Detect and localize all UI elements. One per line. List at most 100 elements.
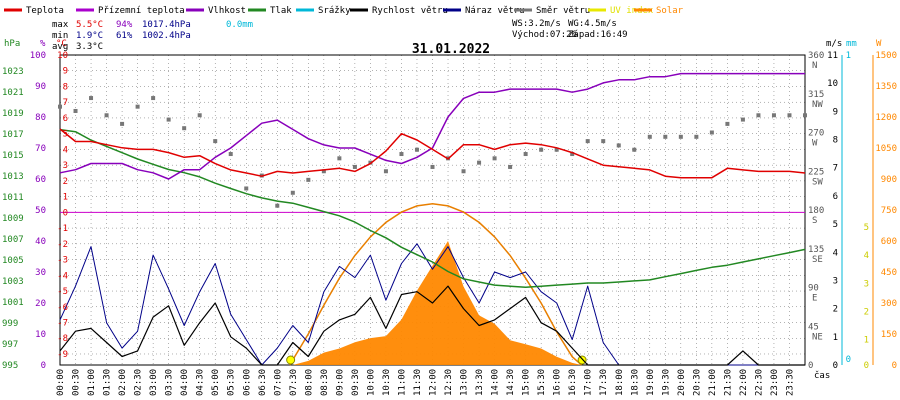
temperature-tick: -8: [57, 334, 68, 344]
time-tick: 18:30: [630, 369, 640, 396]
legend-label: Rychlost větru: [372, 6, 448, 16]
wind-direction-point: [399, 152, 404, 157]
direction-tick: 135: [808, 245, 824, 255]
wind-tick: 5: [833, 220, 838, 230]
solar-tick: 150: [881, 330, 897, 340]
stat-avg-label: avg: [52, 42, 68, 52]
temperature-tick: 8: [63, 82, 68, 92]
temperature-tick: -9: [57, 350, 68, 360]
wind-direction-point: [570, 152, 575, 157]
stat-max-press: 1017.4hPa: [142, 20, 191, 30]
pressure-line: [59, 128, 806, 288]
wind-direction-point: [213, 139, 218, 144]
temperature-tick: 5: [63, 130, 68, 140]
time-tick: 06:30: [258, 369, 268, 396]
direction-tick-label: SW: [812, 177, 823, 187]
time-tick: 21:00: [708, 369, 718, 396]
temperature-tick: -3: [57, 256, 68, 266]
wind-direction-point: [647, 134, 652, 139]
time-tick: 07:00: [273, 369, 283, 396]
pressure-tick: 1013: [2, 172, 24, 182]
uv-tick: 0: [864, 361, 869, 371]
time-tick: 00:30: [72, 369, 82, 396]
uv-tick: 1: [864, 336, 869, 346]
wind-tick: 8: [833, 136, 838, 146]
humidity-tick: 0: [41, 361, 46, 371]
stat-max-rain: 0.0mm: [226, 20, 253, 30]
solar-area: [292, 241, 582, 365]
time-tick: 20:30: [692, 369, 702, 396]
direction-tick: 270: [808, 129, 824, 139]
solar-tick: 1200: [875, 113, 897, 123]
wind-direction-point: [104, 113, 109, 118]
time-tick: 19:00: [646, 369, 656, 396]
temperature-tick: 4: [63, 145, 68, 155]
wind-direction-point: [89, 96, 94, 101]
wind-direction-point: [756, 113, 761, 118]
direction-tick: 45: [808, 322, 819, 332]
wind-direction-point: [120, 121, 125, 126]
stat-min-label: min: [52, 31, 68, 41]
wind-direction-point: [523, 152, 528, 157]
wind-direction-point: [632, 147, 637, 152]
time-tick: 02:00: [118, 369, 128, 396]
pressure-unit: hPa: [4, 39, 20, 49]
humidity-tick: 100: [30, 51, 46, 61]
pressure-tick: 1011: [2, 193, 24, 203]
wind-direction-point: [197, 113, 202, 118]
time-tick: 00:00: [56, 369, 66, 396]
direction-tick-label: N: [812, 61, 817, 71]
time-tick: 16:00: [553, 369, 563, 396]
time-tick: 05:00: [211, 369, 221, 396]
direction-tick-label: E: [812, 294, 817, 304]
direction-tick-label: NW: [812, 100, 823, 110]
wind-direction-point: [585, 139, 590, 144]
wind-direction-point: [461, 169, 466, 174]
pressure-tick: 1019: [2, 109, 24, 119]
wind-direction-point: [430, 164, 435, 169]
info-sunset: Západ:16:49: [568, 30, 628, 40]
legend-label: Směr větru: [536, 6, 590, 16]
solar-layer: [286, 203, 587, 366]
legend-label: UV index: [610, 6, 654, 16]
solar-tick: 300: [881, 299, 897, 309]
pressure-tick: 995: [2, 361, 18, 371]
humidity-tick: 50: [35, 206, 46, 216]
solar-theoretical-line: [289, 203, 582, 366]
uv-tick: 5: [864, 223, 869, 233]
direction-tick: 360: [808, 51, 824, 61]
humidity-tick: 10: [35, 330, 46, 340]
time-tick: 05:30: [227, 369, 237, 396]
time-tick: 17:00: [584, 369, 594, 396]
stat-min-temp: 1.9°C: [76, 31, 103, 41]
wind-direction-point: [321, 169, 326, 174]
solar-tick: 1050: [875, 144, 897, 154]
time-tick: 09:00: [335, 369, 345, 396]
humidity-tick: 80: [35, 113, 46, 123]
wind-direction-point: [740, 117, 745, 122]
info-wg: WG:4.5m/s: [568, 19, 617, 29]
wind-tick: 1: [833, 333, 838, 343]
wind-direction-point: [151, 96, 156, 101]
humidity-tick: 30: [35, 268, 46, 278]
time-tick: 04:00: [180, 369, 190, 396]
humidity-tick: 20: [35, 299, 46, 309]
wind-direction-point: [601, 139, 606, 144]
time-tick: 23:00: [770, 369, 780, 396]
wind-direction-point: [616, 143, 621, 148]
legend-label: Vlhkost: [208, 6, 246, 16]
direction-tick: 90: [808, 284, 819, 294]
pressure-tick: 997: [2, 340, 18, 350]
direction-tick: 0: [808, 361, 813, 371]
time-tick: 09:30: [351, 369, 361, 396]
temperature-line: [59, 128, 806, 179]
wind-direction-point: [725, 121, 730, 126]
rain-unit: mm: [846, 39, 857, 49]
info-ws: WS:3.2m/s: [512, 19, 561, 29]
time-tick: 14:30: [506, 369, 516, 396]
uv-tick: 4: [864, 251, 869, 261]
time-tick: 03:00: [149, 369, 159, 396]
wind-tick: 2: [833, 305, 838, 315]
time-tick: 10:30: [382, 369, 392, 396]
wind-direction-point: [166, 117, 171, 122]
